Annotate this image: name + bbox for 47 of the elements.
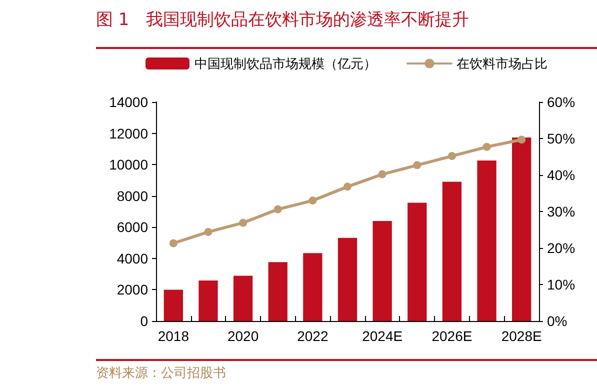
bar: [268, 262, 288, 321]
point: [204, 228, 212, 236]
bar: [303, 253, 322, 321]
point: [448, 152, 456, 160]
x-tick-label: 2022: [297, 328, 328, 344]
y2-tick-label: 50%: [547, 130, 576, 146]
y2-tick-label: 30%: [547, 204, 576, 220]
point: [482, 142, 491, 151]
x-tick-label: 2026E: [432, 328, 472, 344]
y-tick-label: 0: [140, 313, 148, 329]
text: 资料来源：公司招股书: [96, 365, 226, 382]
point: [239, 218, 248, 227]
y2-tick-label: 10%: [547, 276, 576, 292]
y2-tick-label: 0%: [547, 313, 568, 329]
bar: [198, 280, 218, 321]
legend-label: 在饮料市场占比: [456, 56, 548, 71]
bar: [408, 202, 427, 321]
bar: [338, 238, 358, 321]
point: [378, 170, 386, 178]
y-tick-label: 14000: [109, 94, 148, 110]
bar: [372, 221, 392, 321]
y2-tick-label: 40%: [547, 167, 576, 183]
y2-tick-label: 20%: [547, 240, 576, 256]
bar: [233, 276, 253, 321]
x-tick-label: 2018: [158, 328, 190, 344]
legend-label: 中国现制饮品市场规模（亿元）: [194, 56, 376, 71]
y-tick-label: 12000: [109, 125, 148, 142]
y-tick-label: 4000: [116, 250, 148, 266]
x-tick-label: 2020: [227, 328, 259, 344]
y-tick-label: 6000: [116, 219, 148, 236]
y-tick-label: 10000: [109, 156, 148, 173]
x-tick-label: 2028E: [501, 328, 542, 344]
y2-tick-label: 60%: [547, 94, 576, 110]
point: [169, 239, 178, 248]
point: [308, 196, 317, 205]
point: [518, 136, 526, 144]
chart-title: 图 1 我国现制饮品在饮料市场的渗透率不断提升: [96, 9, 470, 31]
point: [274, 205, 282, 214]
y-tick-label: 8000: [116, 188, 148, 204]
bar: [477, 160, 496, 321]
y-tick-label: 2000: [116, 282, 148, 298]
bar: [442, 182, 462, 321]
point: [413, 161, 422, 170]
x-tick-label: 2024E: [362, 328, 403, 344]
bar: [512, 138, 532, 321]
bar: [164, 290, 183, 321]
point: [344, 182, 352, 191]
